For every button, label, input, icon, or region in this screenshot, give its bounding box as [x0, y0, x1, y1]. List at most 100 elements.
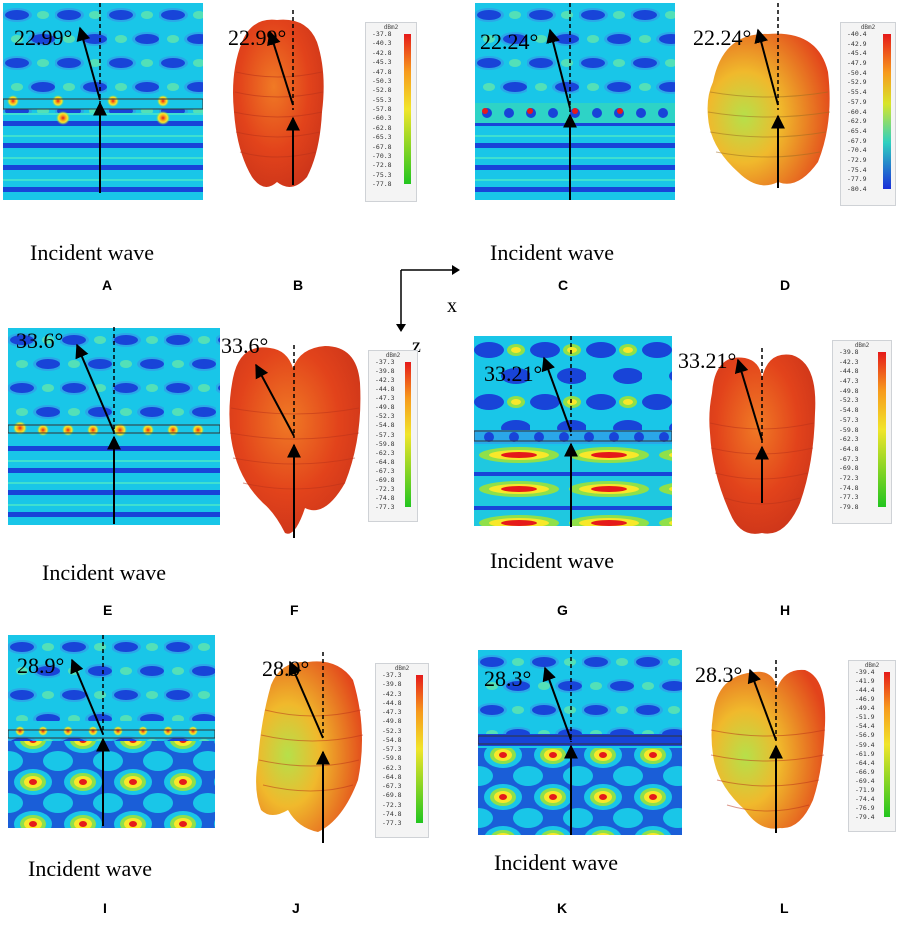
- legend-tick-b: -42.8: [372, 48, 392, 57]
- field-map-k: [478, 650, 682, 835]
- legend-tick-l: -74.4: [855, 794, 875, 803]
- scatter-shape-j: [256, 661, 364, 832]
- legend-bar-d: [883, 34, 891, 189]
- scatter-shape-h: [709, 354, 816, 534]
- panel-letter-d: D: [780, 277, 791, 293]
- legend-tick-l: -51.9: [855, 713, 875, 722]
- legend-tick-b: -55.3: [372, 95, 392, 104]
- panel-letter-l: L: [780, 900, 789, 916]
- panel-letter-a: A: [102, 277, 113, 293]
- legend-tick-h: -57.3: [839, 415, 859, 424]
- legend-tick-h: -72.3: [839, 473, 859, 482]
- caption-incident-c: Incident wave: [490, 240, 614, 265]
- legend-tick-d: -65.4: [847, 126, 867, 135]
- legend-tick-d: -72.9: [847, 155, 867, 164]
- legend-tick-l: -66.9: [855, 767, 875, 776]
- legend-tick-f: -59.8: [375, 439, 395, 448]
- legend-tick-b: -40.3: [372, 39, 392, 48]
- legend-tick-j: -52.3: [382, 726, 402, 735]
- legend-tick-j: -62.3: [382, 763, 402, 772]
- field-panel-g: [474, 336, 672, 526]
- scatter-panel-h: [700, 343, 820, 543]
- hot-spots-c: [482, 108, 668, 118]
- legend-tick-j: -67.3: [382, 782, 402, 790]
- legend-tick-f: -39.8: [375, 367, 395, 376]
- field-panel-k: [478, 650, 682, 835]
- legend-tick-l: -56.9: [855, 731, 875, 740]
- legend-tick-l: -39.4: [855, 668, 875, 676]
- legend-tick-h: -64.8: [839, 444, 859, 453]
- angle-label-i: 28.9°: [17, 653, 65, 678]
- legend-tick-f: -47.3: [375, 394, 395, 403]
- legend-tick-l: -69.4: [855, 776, 875, 785]
- field-panel-e: [8, 328, 220, 525]
- legend-tick-b: -57.8: [372, 105, 392, 113]
- legend-tick-b: -70.3: [372, 151, 392, 160]
- field-map-i: [8, 635, 215, 828]
- legend-unit-l: dBm2: [864, 662, 880, 669]
- panel-letter-b: B: [293, 277, 304, 293]
- legend-tick-d: -70.4: [847, 146, 867, 155]
- legend-tick-b: -67.8: [372, 142, 392, 151]
- legend-d: dBm2 -40.4 -42.9 -45.4 -47.9 -50.4 -52.9 -55.4…: [840, 22, 896, 206]
- legend-tick-l: -49.4: [855, 704, 875, 713]
- legend-tick-d: -67.9: [847, 136, 867, 145]
- angle-label-h: 33.21°: [678, 348, 737, 373]
- legend-tick-j: -72.3: [382, 800, 402, 809]
- field-panel-a: [3, 3, 203, 200]
- legend-tick-d: -75.4: [847, 165, 867, 174]
- legend-tick-j: -54.8: [382, 735, 402, 744]
- legend-tick-l: -76.9: [855, 803, 875, 812]
- legend-tick-f: -57.3: [375, 430, 395, 439]
- field-map-e: [8, 328, 220, 525]
- legend-tick-d: -40.4: [847, 30, 867, 38]
- legend-tick-l: -54.4: [855, 722, 875, 731]
- legend-tick-b: -72.8: [372, 161, 392, 170]
- hot-spots-a: [7, 95, 170, 125]
- legend-tick-h: -69.8: [839, 464, 859, 473]
- legend-l: dBm2 -39.4 -41.9 -44.4 -46.9 -49.4 -51.9 -54.4…: [848, 660, 896, 832]
- legend-tick-b: -77.8: [372, 180, 392, 188]
- legend-tick-l: -44.4: [855, 686, 875, 695]
- legend-tick-d: -60.4: [847, 107, 867, 116]
- scatter-shape-d: [707, 33, 831, 186]
- panel-letter-j: J: [292, 900, 300, 916]
- panel-letter-f: F: [290, 602, 299, 618]
- legend-h: dBm2 -39.8 -42.3 -44.8 -47.3 -49.8 -52.3 -54.8…: [832, 340, 892, 524]
- legend-tick-h: -79.8: [839, 503, 859, 511]
- scatter-panel-f: [225, 338, 365, 538]
- legend-tick-h: -77.3: [839, 493, 859, 502]
- angle-label-g: 33.21°: [484, 361, 543, 386]
- angle-label-f: 33.6°: [221, 333, 269, 358]
- legend-tick-h: -74.8: [839, 483, 859, 492]
- legend-bar-b: [404, 34, 411, 184]
- legend-tick-d: -62.9: [847, 117, 867, 126]
- legend-tick-b: -45.3: [372, 58, 392, 67]
- field-map-g: [474, 336, 672, 526]
- legend-tick-d: -50.4: [847, 68, 867, 77]
- panel-letter-e: E: [103, 602, 113, 618]
- axis-label-x: x: [447, 295, 457, 317]
- scatter-panel-j: [253, 650, 373, 840]
- caption-incident-a: Incident wave: [30, 240, 154, 265]
- legend-tick-h: -39.8: [839, 348, 859, 356]
- legend-tick-j: -74.8: [382, 809, 402, 818]
- legend-tick-b: -50.3: [372, 76, 392, 85]
- legend-tick-b: -60.3: [372, 114, 392, 123]
- legend-j: dBm2 -37.3 -39.8 -42.3 -44.8 -47.3 -49.8 -52.3…: [375, 663, 429, 838]
- legend-tick-f: -64.8: [375, 457, 395, 466]
- legend-tick-j: -42.3: [382, 689, 402, 698]
- legend-tick-j: -37.3: [382, 671, 402, 679]
- legend-bar-j: [416, 675, 423, 823]
- angle-label-k: 28.3°: [484, 666, 532, 691]
- legend-tick-f: -49.8: [375, 403, 395, 412]
- caption-incident-i: Incident wave: [28, 856, 152, 881]
- legend-tick-f: -62.3: [375, 448, 395, 457]
- legend-tick-b: -75.3: [372, 170, 392, 179]
- legend-tick-j: -47.3: [382, 708, 402, 716]
- legend-tick-h: -52.3: [839, 396, 859, 405]
- field-map-c: [475, 3, 675, 200]
- legend-tick-d: -80.4: [847, 185, 867, 193]
- angle-label-c: 22.24°: [480, 29, 539, 54]
- legend-bar-l: [884, 672, 890, 817]
